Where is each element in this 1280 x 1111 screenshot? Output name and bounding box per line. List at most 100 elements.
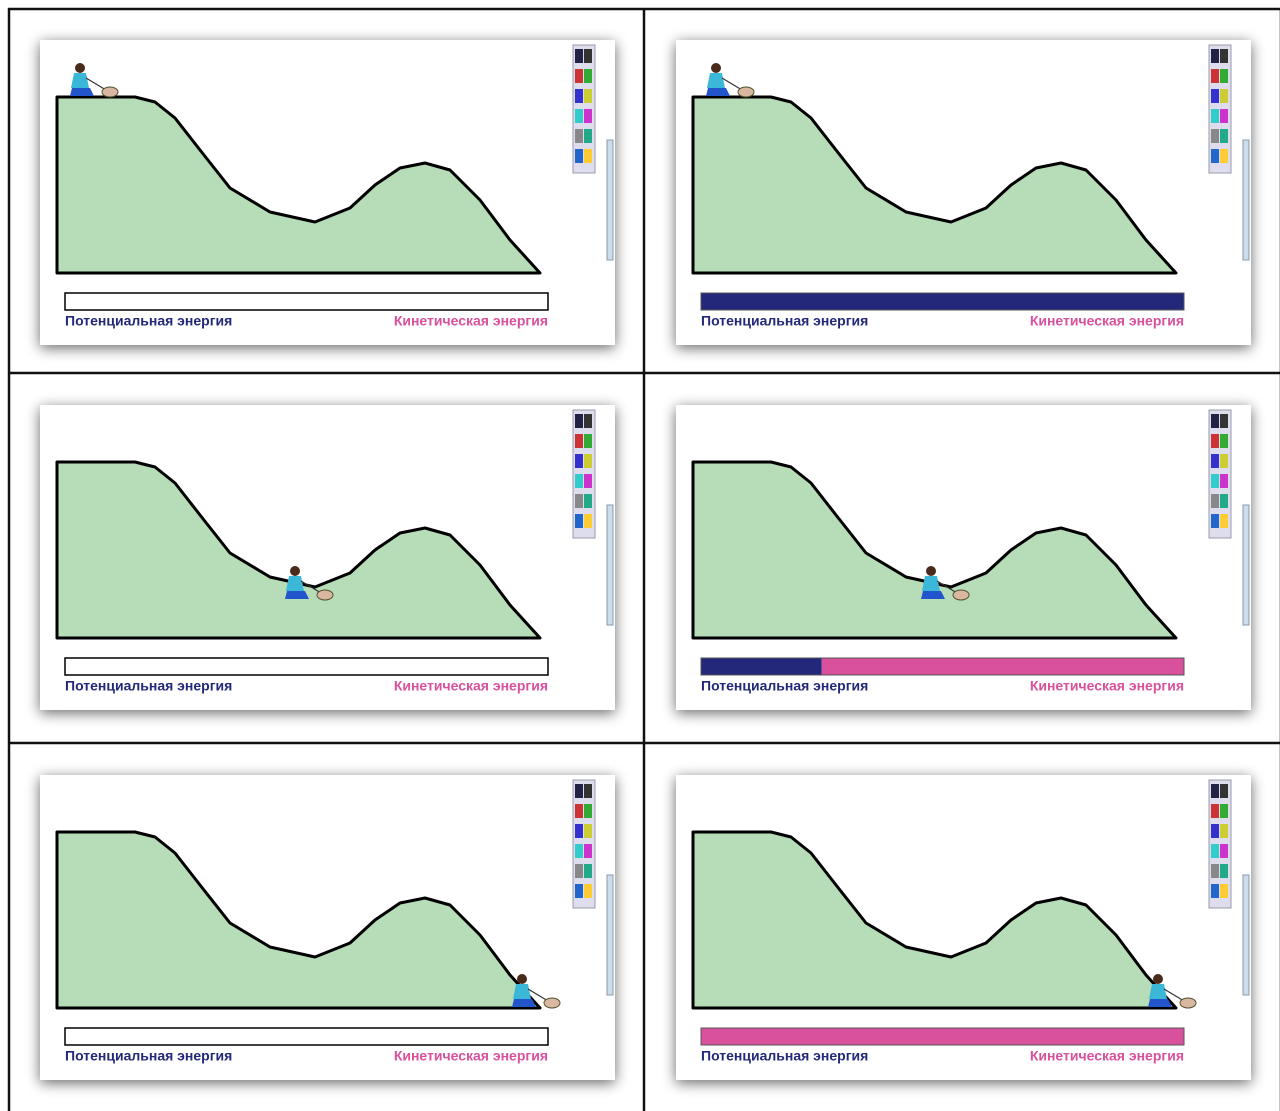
tool-icon [1220,804,1228,818]
legs [512,999,536,1007]
tool-icon [1220,414,1228,428]
tool-icon [575,844,583,858]
tool-icon [1211,414,1219,428]
tool-icon [575,434,583,448]
tool-icon [1211,844,1219,858]
tool-icon [575,494,583,508]
tool-icon [1211,109,1219,123]
tool-icon [1220,89,1228,103]
tool-icon [1220,454,1228,468]
tool-icon [575,129,583,143]
tool-icon [584,454,592,468]
potential-bar [701,658,822,675]
body [286,576,304,591]
tool-icon [584,129,592,143]
tool-icon [1220,109,1228,123]
tool-icon [1220,824,1228,838]
tool-icon [584,69,592,83]
tool-icon [1220,129,1228,143]
kinetic-label: Кинетическая энергия [394,678,548,694]
tool-icon [1211,434,1219,448]
head [711,63,721,73]
potential-label: Потенциальная энергия [701,678,868,694]
tool-icon [575,49,583,63]
potential-label: Потенциальная энергия [65,678,232,694]
tool-icon [1211,494,1219,508]
body [71,73,89,88]
bar-frame [65,658,548,675]
legs [1148,999,1172,1007]
tool-icon [584,414,592,428]
bar-frame [65,1028,548,1045]
tool-icon [1220,69,1228,83]
tool-icon [1220,434,1228,448]
tool-icon [1220,494,1228,508]
tool-icon [1220,884,1228,898]
tool-icon [575,474,583,488]
panel: Потенциальная энергия Кинетическая энерги… [676,40,1251,345]
head [926,566,936,576]
tool-icon [1220,149,1228,163]
tool-icon [1211,49,1219,63]
scroll-strip [1243,140,1249,260]
tool-icon [1211,804,1219,818]
body [513,984,531,999]
body [922,576,940,591]
legs [706,88,730,96]
tool-icon [584,844,592,858]
tool-icon [575,804,583,818]
kinetic-label: Кинетическая энергия [1030,313,1184,329]
head [517,974,527,984]
panel: Потенциальная энергияКинетическая энерги… [676,405,1251,710]
tool-icon [1220,514,1228,528]
tool-icon [584,109,592,123]
tool-icon [575,109,583,123]
potential-label: Потенциальная энергия [701,313,868,329]
tool-icon [1211,149,1219,163]
dog [102,87,118,97]
tool-icon [1220,49,1228,63]
tool-icon [575,454,583,468]
dog [1180,998,1196,1008]
dog [317,590,333,600]
tool-icon [575,784,583,798]
tool-icon [575,824,583,838]
tool-icon [584,784,592,798]
dog [953,590,969,600]
scroll-strip [607,505,613,625]
tool-icon [575,89,583,103]
tool-icon [1211,824,1219,838]
panel: Потенциальная энергия Кинетическая энерги… [676,775,1251,1080]
page: Потенциальная энергия Кинетическая энерги… [0,0,1280,1111]
tool-icon [1211,784,1219,798]
tool-icon [584,474,592,488]
head [290,566,300,576]
head [75,63,85,73]
tool-icon [1220,474,1228,488]
tool-icon [1211,69,1219,83]
potential-label: Потенциальная энергия [65,313,232,329]
tool-icon [575,414,583,428]
scroll-strip [607,140,613,260]
tool-icon [1211,129,1219,143]
tool-icon [1211,864,1219,878]
tool-icon [1220,784,1228,798]
tool-icon [584,49,592,63]
bar-frame [65,293,548,310]
scroll-strip [1243,875,1249,995]
tool-icon [1211,454,1219,468]
body [707,73,725,88]
tool-icon [584,824,592,838]
tool-icon [1211,89,1219,103]
tool-icon [584,434,592,448]
tool-icon [584,494,592,508]
tool-icon [575,884,583,898]
tool-icon [584,804,592,818]
scroll-strip [1243,505,1249,625]
legs [921,591,945,599]
potential-label: Потенциальная энергия [701,1048,868,1064]
kinetic-label: Кинетическая энергия [1030,1048,1184,1064]
tool-icon [1220,844,1228,858]
